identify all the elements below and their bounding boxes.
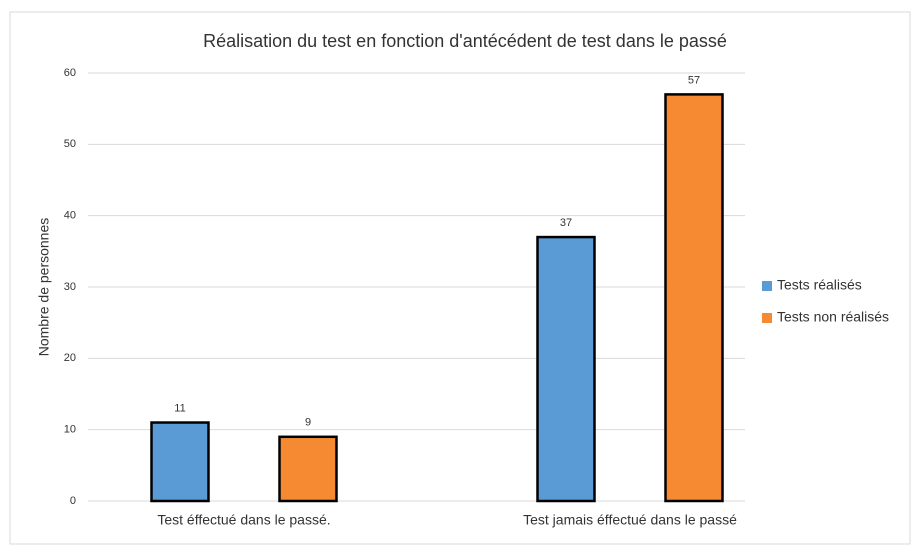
- data-label: 57: [688, 74, 700, 86]
- bar: [664, 93, 724, 503]
- y-tick-label: 10: [64, 424, 76, 436]
- legend-swatch: [762, 281, 772, 291]
- y-axis-label: Nombre de personnes: [36, 218, 52, 357]
- legend-label: Tests non réalisés: [777, 309, 889, 325]
- bar: [278, 435, 338, 503]
- y-tick-label: 0: [70, 495, 76, 507]
- bar: [150, 421, 210, 503]
- y-tick-label: 50: [64, 138, 76, 150]
- data-label: 37: [560, 217, 572, 229]
- y-tick-label: 40: [64, 210, 76, 222]
- chart-title: Réalisation du test en fonction d'antécé…: [203, 31, 727, 51]
- x-tick-label: Test éffectué dans le passé.: [157, 512, 330, 528]
- x-tick-label: Test jamais éffectué dans le passé: [523, 512, 737, 528]
- y-tick-label: 60: [64, 67, 76, 79]
- data-label: 9: [305, 417, 311, 429]
- chart-border: [9, 11, 911, 545]
- y-tick-label: 30: [64, 281, 76, 293]
- y-tick-label: 20: [64, 352, 76, 364]
- legend-label: Tests réalisés: [777, 277, 862, 293]
- bar: [536, 235, 596, 503]
- legend-swatch: [762, 313, 772, 323]
- data-label: 11: [174, 402, 185, 414]
